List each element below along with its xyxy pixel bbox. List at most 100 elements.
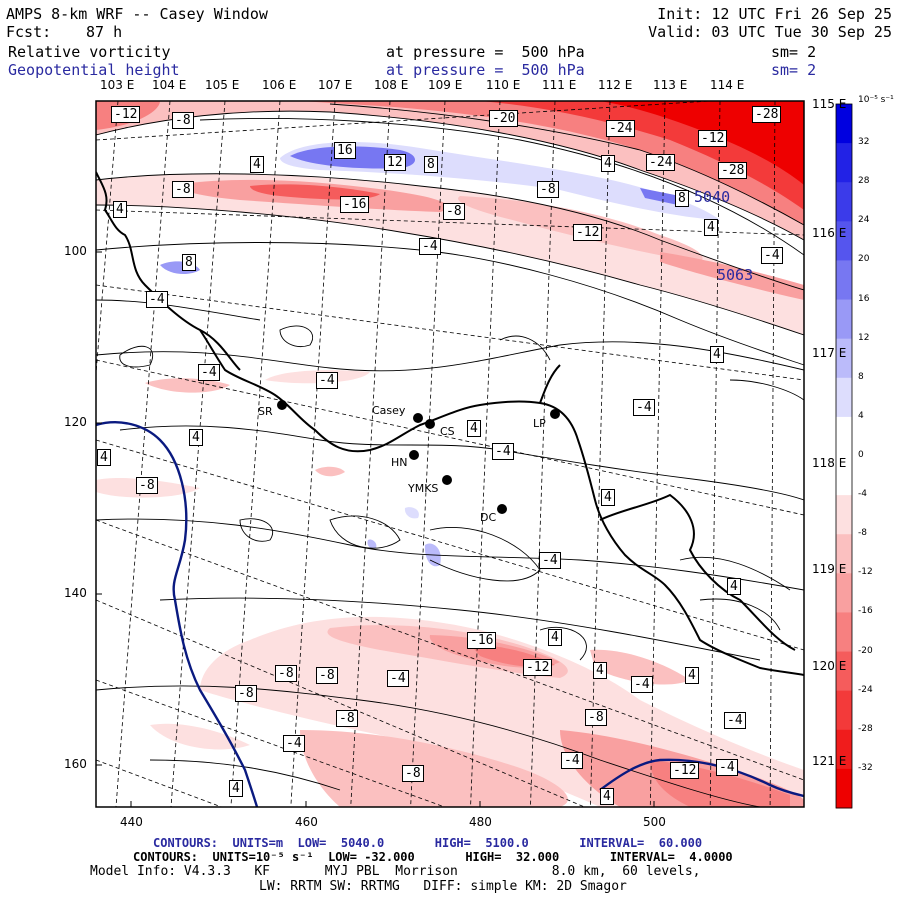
contour-label: 8: [182, 254, 196, 271]
contour-label: 12: [384, 154, 406, 171]
colorbar-level: -24: [858, 684, 873, 695]
contour-label: -4: [724, 712, 746, 729]
contour-label: -4: [539, 552, 561, 569]
contour-label: 4: [601, 489, 615, 506]
station-lp: LP: [533, 417, 546, 430]
contour-label: 4: [600, 788, 614, 805]
contour-label: -8: [235, 685, 257, 702]
station-markers: [277, 400, 560, 514]
colorbar-unit: 10⁻⁵ s⁻¹: [858, 95, 894, 105]
contour-label: -4: [561, 752, 583, 769]
contour-label: -8: [402, 765, 424, 782]
y-axis-ticks: [96, 251, 655, 807]
contour-label: 4: [189, 429, 203, 446]
lon-label: 104 E: [152, 78, 187, 92]
colorbar-level: -12: [858, 567, 873, 578]
colorbar-swatch: [836, 299, 852, 340]
height-contours: [96, 421, 804, 807]
field2-level: at pressure = 500 hPa: [386, 61, 585, 79]
colorbar-level: 20: [858, 254, 870, 265]
footer-physics: LW: RRTM SW: RRTMG DIFF: simple KM: 2D S…: [259, 879, 627, 894]
contour-label: 4: [593, 662, 607, 679]
colorbar-level: 28: [858, 176, 870, 187]
lon-label: 108 E: [374, 78, 409, 92]
contour-label: 4: [727, 578, 741, 595]
colorbar-swatch: [836, 338, 852, 379]
contour-label: -24: [646, 154, 676, 171]
contour-label: 4: [467, 420, 481, 437]
station-dc: DC: [480, 511, 497, 524]
lat-label: 121 E: [812, 754, 847, 768]
contour-label: -24: [606, 120, 636, 137]
colorbar-swatch: [836, 377, 852, 418]
colorbar-level: 4: [858, 410, 864, 421]
colorbar-level: -16: [858, 606, 873, 617]
contour-label: -20: [489, 110, 519, 127]
colorbar-swatch: [836, 456, 852, 496]
lon-label: 103 E: [100, 78, 135, 92]
x-tick-480: 480: [469, 815, 492, 829]
station-sr: SR: [258, 405, 273, 418]
lon-label: 107 E: [318, 78, 353, 92]
contour-label: -4: [419, 238, 441, 255]
colorbar-swatch: [836, 729, 852, 770]
lat-lon-grid: [96, 101, 804, 807]
field1-name: Relative vorticity: [8, 43, 171, 61]
footer-vorticity-contours: CONTOURS: UNITS=10⁻⁵ s⁻¹ LOW= -32.000 HI…: [133, 850, 733, 864]
contour-label: -8: [136, 477, 158, 494]
contour-label: 4: [548, 629, 562, 646]
contour-label: 16: [334, 142, 356, 159]
colorbar-swatch: [836, 612, 852, 653]
colorbar-swatch: [836, 260, 852, 301]
colorbar-swatch: [836, 495, 852, 535]
contour-label: -4: [387, 670, 409, 687]
colorbar-swatch: [836, 690, 852, 731]
contour-label: 8: [675, 190, 689, 207]
colorbar-level: 12: [858, 332, 870, 343]
station-casey: Casey: [372, 404, 406, 417]
footer-height-contours: CONTOURS: UNITS=m LOW= 5040.0 HIGH= 5100…: [153, 836, 703, 850]
contour-label: 8: [424, 156, 438, 173]
footer-model-info: Model Info: V4.3.3 KF MYJ PBL Morrison 8…: [90, 864, 701, 879]
coastline: [96, 171, 804, 676]
contour-label: -4: [198, 364, 220, 381]
colorbar-swatch: [836, 104, 852, 144]
lon-label: 105 E: [205, 78, 240, 92]
contour-label: -8: [172, 112, 194, 129]
lon-label: 109 E: [428, 78, 463, 92]
colorbar-level: 0: [858, 450, 864, 460]
contour-label: -28: [718, 162, 748, 179]
init-time: Init: 12 UTC Fri 26 Sep 25: [657, 5, 892, 23]
colorbar-swatch: [836, 182, 852, 222]
lat-label: 119 E: [812, 562, 847, 576]
lon-label: 106 E: [262, 78, 297, 92]
forecast-hours: 87 h: [86, 23, 123, 41]
contour-label: 4: [250, 156, 264, 173]
contour-label: -4: [631, 676, 653, 693]
contour-label: -28: [752, 106, 782, 123]
contour-label: -4: [716, 759, 738, 776]
station-cs: CS: [440, 425, 455, 438]
field2-smoothing: sm= 2: [771, 61, 817, 79]
field2-name: Geopotential height: [8, 61, 180, 79]
y-tick-140: 140: [64, 586, 87, 600]
contour-label: 4: [113, 201, 127, 218]
contour-label: -8: [537, 181, 559, 198]
contour-label: -8: [336, 710, 358, 727]
colorbar-swatch: [836, 768, 852, 809]
lat-label: 116 E: [812, 226, 847, 240]
contour-label: -4: [316, 372, 338, 389]
colorbar-level: 8: [858, 371, 864, 382]
colorbar-level: 16: [858, 293, 870, 304]
contour-label: -12: [698, 130, 728, 147]
contour-label: -12: [573, 224, 603, 241]
lon-label: 114 E: [710, 78, 745, 92]
lon-label: 110 E: [486, 78, 521, 92]
x-tick-440: 440: [120, 815, 143, 829]
contour-label: -16: [340, 196, 370, 213]
colorbar-level: -8: [858, 528, 867, 539]
map-frame: [95, 100, 805, 808]
field1-level: at pressure = 500 hPa: [386, 43, 585, 61]
colorbar-level: -4: [858, 489, 867, 500]
colorbar-level: -28: [858, 723, 873, 734]
